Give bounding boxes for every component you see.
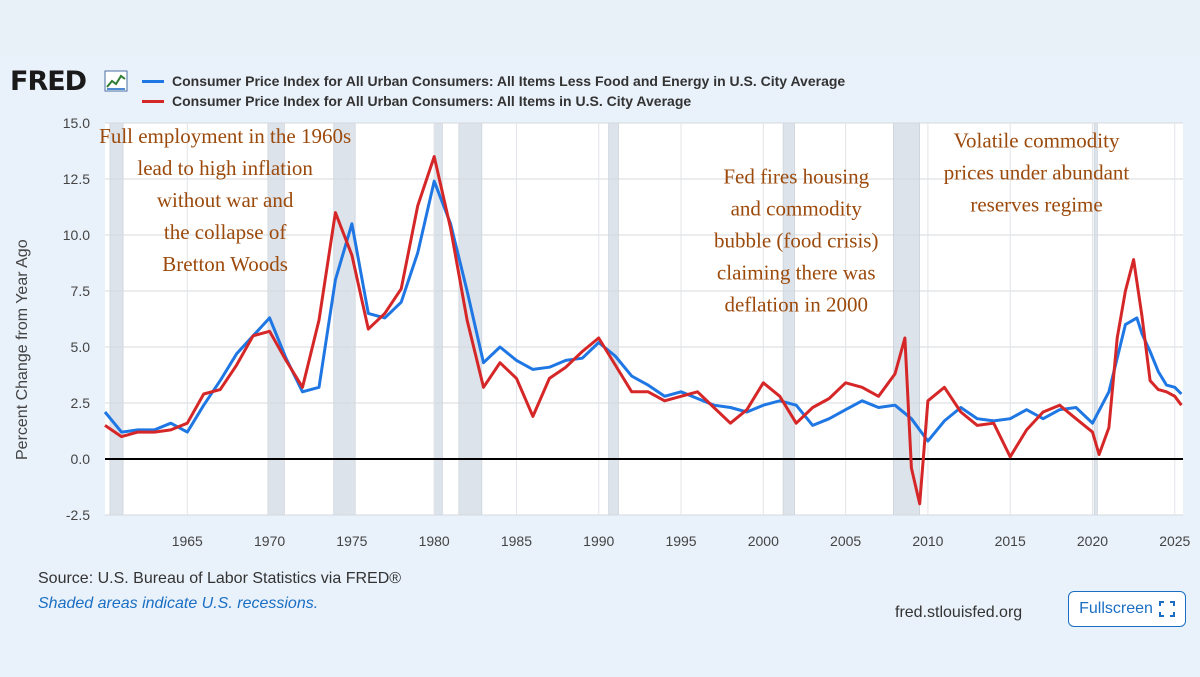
- annotation-line: the collapse of: [164, 220, 286, 244]
- x-tick-label: 1990: [583, 533, 614, 549]
- x-tick-label: 2015: [995, 533, 1026, 549]
- recession-shade: [893, 122, 920, 516]
- recession-note: Shaded areas indicate U.S. recessions.: [38, 595, 319, 612]
- x-tick-label: 2000: [748, 533, 779, 549]
- site-url[interactable]: fred.stlouisfed.org: [895, 604, 1023, 621]
- annotation-line: reserves regime: [970, 193, 1102, 217]
- x-tick-label: 1995: [665, 533, 696, 549]
- legend-label: Consumer Price Index for All Urban Consu…: [172, 73, 846, 89]
- fred-logo[interactable]: FRED: [10, 66, 87, 97]
- x-tick-label: 2025: [1159, 533, 1190, 549]
- recession-shade: [109, 122, 124, 516]
- recession-shade: [608, 122, 619, 516]
- x-tick-label: 2005: [830, 533, 861, 549]
- x-tick-label: 2010: [912, 533, 943, 549]
- x-tick-label: 1980: [419, 533, 450, 549]
- fullscreen-label: Fullscreen: [1079, 600, 1153, 617]
- y-tick-label: 12.5: [63, 171, 90, 187]
- source-text: Source: U.S. Bureau of Labor Statistics …: [38, 570, 402, 587]
- x-tick-label: 1975: [336, 533, 367, 549]
- x-tick-label: 1985: [501, 533, 532, 549]
- legend-swatch-blue: [142, 79, 164, 83]
- annotation-line: deflation in 2000: [724, 292, 867, 316]
- y-tick-label: 15.0: [63, 115, 90, 131]
- top-strip: [0, 0, 1200, 52]
- recession-shade: [458, 122, 483, 516]
- fullscreen-button[interactable]: Fullscreen: [1068, 591, 1186, 627]
- legend-item-core-cpi[interactable]: Consumer Price Index for All Urban Consu…: [142, 73, 845, 89]
- annotation-line: and commodity: [731, 196, 863, 220]
- y-tick-label: 5.0: [71, 339, 91, 355]
- y-axis-label: Percent Change from Year Ago: [14, 239, 31, 460]
- x-tick-label: 1965: [172, 533, 203, 549]
- annotation-line: bubble (food crisis): [714, 228, 878, 252]
- x-tick-label: 2020: [1077, 533, 1108, 549]
- legend-swatch-red: [142, 99, 164, 103]
- annotation-line: without war and: [157, 188, 294, 212]
- y-tick-label: 7.5: [71, 283, 91, 299]
- expand-icon: [1158, 601, 1175, 617]
- annotation-line: lead to high inflation: [137, 156, 313, 180]
- series-line-cpi: [104, 155, 1183, 506]
- y-tick-label: -2.5: [66, 507, 90, 523]
- y-tick-label: 10.0: [63, 227, 90, 243]
- annotation-line: Full employment in the 1960s: [99, 124, 351, 148]
- annotation-line: claiming there was: [717, 260, 876, 284]
- legend-label: Consumer Price Index for All Urban Consu…: [172, 93, 692, 109]
- chart-line-icon: [104, 70, 128, 92]
- x-tick-label: 1970: [254, 533, 285, 549]
- annotation-line: Fed fires housing: [723, 164, 869, 188]
- y-tick-label: 2.5: [71, 395, 91, 411]
- legend-item-cpi[interactable]: Consumer Price Index for All Urban Consu…: [142, 93, 691, 109]
- annotation-line: Bretton Woods: [162, 252, 288, 276]
- annotation-line: prices under abundant: [944, 161, 1130, 185]
- annotation-line: Volatile commodity: [954, 129, 1120, 153]
- y-tick-label: 0.0: [71, 451, 91, 467]
